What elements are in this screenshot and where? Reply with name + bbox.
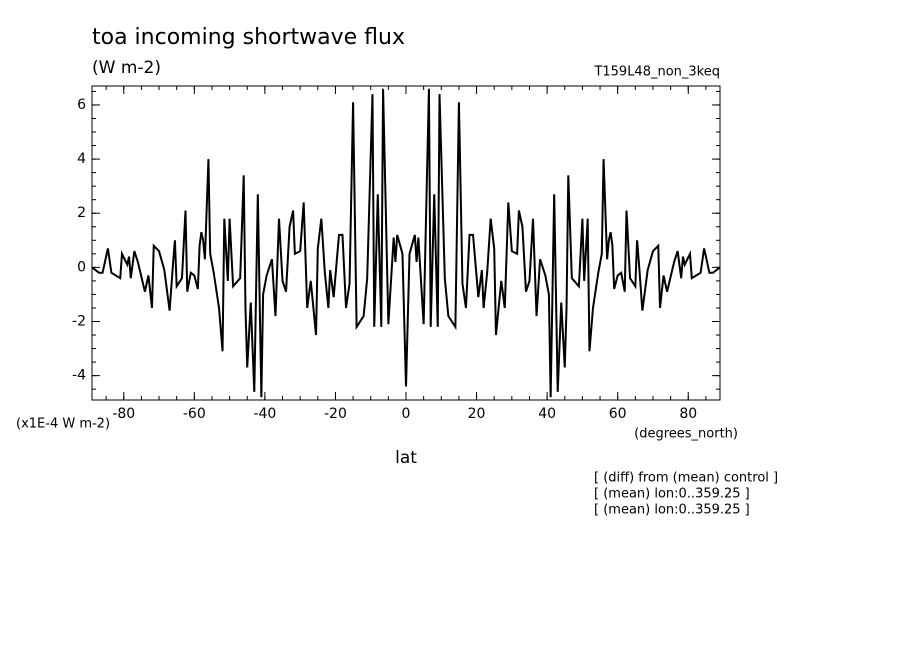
y-tick-label: -4: [72, 368, 86, 384]
x-tick-label: -80: [112, 406, 135, 422]
y-tick-label: 0: [77, 259, 86, 275]
note: [ (diff) from (mean) control ]: [594, 471, 778, 486]
y-tick-label: -2: [72, 314, 86, 330]
x-tick-label: -60: [183, 406, 206, 422]
x-tick-label: 20: [468, 406, 486, 422]
x-tick-label: -20: [324, 406, 347, 422]
note: [ (mean) lon:0..359.25 ]: [594, 503, 750, 518]
x-tick-label: -40: [253, 406, 276, 422]
y-tick-label: 2: [77, 205, 86, 221]
note: [ (mean) lon:0..359.25 ]: [594, 487, 750, 502]
x-tick-label: 40: [538, 406, 556, 422]
y-axis-label: (x1E-4 W m-2): [16, 417, 110, 432]
y-tick-label: 4: [77, 151, 86, 167]
x-axis-label: lat: [395, 448, 417, 468]
x-tick-label: 60: [609, 406, 627, 422]
y-tick-label: 6: [77, 97, 86, 113]
x-units: (degrees_north): [634, 427, 738, 442]
data-line: [91, 88, 721, 398]
x-tick-label: 80: [679, 406, 697, 422]
chart-title: toa incoming shortwave flux: [92, 25, 405, 50]
run-label: T159L48_non_3keq: [593, 65, 720, 80]
x-tick-label: 0: [402, 406, 411, 422]
chart-subtitle: (W m-2): [92, 58, 161, 78]
